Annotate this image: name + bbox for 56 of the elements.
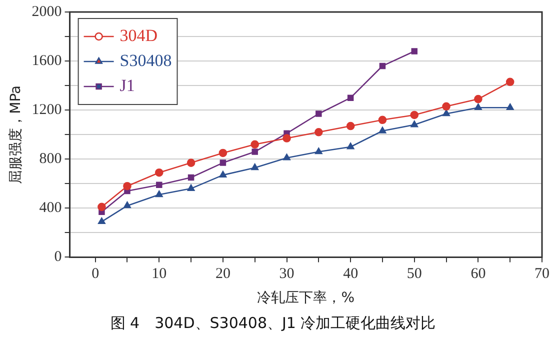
text: 图 4 304D、S30408、J1 冷加工硬化曲线对比	[110, 314, 436, 332]
point	[155, 190, 163, 198]
point	[378, 126, 386, 134]
point	[410, 120, 418, 128]
y-tick-label: 1200	[32, 102, 62, 118]
point	[98, 202, 106, 212]
point	[124, 202, 131, 208]
x-tick-label: 0	[92, 266, 100, 282]
x-tick-label: 50	[406, 266, 422, 282]
x-tick-label: 20	[215, 266, 230, 282]
x-tick-label: 10	[152, 266, 167, 282]
x-axis-title: 冷轧压下率，%	[257, 290, 355, 306]
point	[506, 78, 514, 86]
y-axis-title: 屈服强度，MPa	[8, 85, 24, 184]
point	[411, 48, 418, 54]
point	[219, 170, 227, 178]
point	[283, 154, 290, 160]
x-tick-label: 70	[534, 266, 550, 282]
legend-label: 304D	[120, 26, 158, 45]
legend-label: J1	[120, 76, 135, 95]
point	[378, 116, 387, 124]
y-tick-label: 400	[39, 200, 62, 216]
x-tick-label: 40	[343, 266, 358, 282]
point	[154, 168, 164, 177]
point	[346, 142, 354, 150]
point	[379, 62, 386, 70]
point	[442, 110, 450, 116]
x-tick-label: 60	[470, 266, 486, 282]
point	[252, 148, 258, 155]
y-tick-label: 2000	[32, 4, 62, 20]
point	[474, 103, 482, 110]
point	[346, 122, 355, 130]
x-tick-label: 30	[279, 266, 294, 282]
y-tick-label: 1600	[32, 52, 62, 69]
point	[218, 148, 228, 158]
point	[314, 148, 322, 154]
point	[123, 182, 132, 190]
point	[251, 164, 259, 170]
point	[442, 102, 450, 111]
point	[156, 182, 162, 188]
point	[220, 160, 226, 166]
point	[314, 128, 323, 136]
point	[282, 134, 291, 142]
point	[98, 217, 106, 224]
point	[410, 110, 419, 120]
point	[316, 110, 322, 117]
point	[186, 158, 196, 167]
point	[506, 103, 514, 110]
y-tick-label: 800	[39, 151, 62, 168]
point	[187, 184, 195, 191]
point	[188, 174, 194, 181]
point	[474, 94, 482, 104]
legend-label: S30408	[120, 50, 172, 70]
y-tick-label: 0	[54, 249, 62, 266]
point	[250, 140, 259, 149]
point	[347, 94, 354, 101]
